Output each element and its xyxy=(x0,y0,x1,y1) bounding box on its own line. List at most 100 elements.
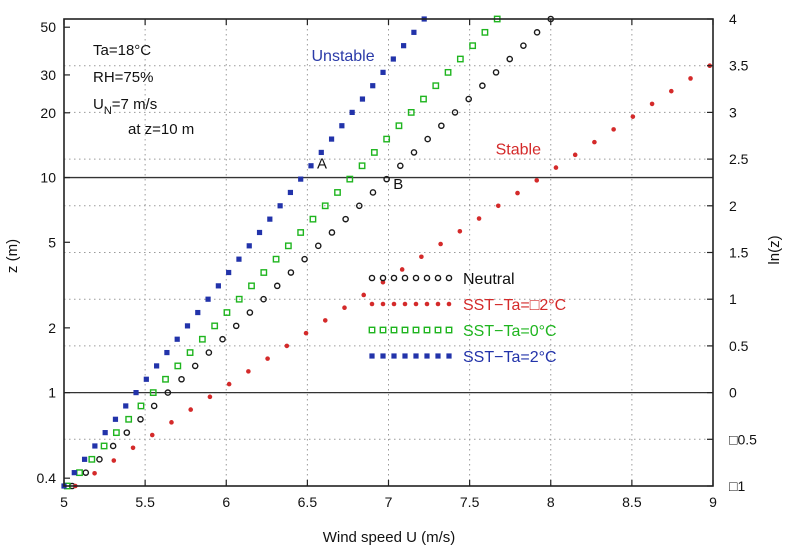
data-point xyxy=(359,96,366,102)
data-point xyxy=(572,152,578,158)
data-point xyxy=(123,429,131,436)
data-point xyxy=(265,356,270,361)
data-point xyxy=(322,318,328,323)
data-point xyxy=(411,29,417,35)
annotation-text: Ta=18°C xyxy=(93,42,151,59)
data-point xyxy=(188,407,194,412)
data-point xyxy=(297,229,305,236)
data-point xyxy=(479,82,486,90)
legend-marker xyxy=(402,353,408,359)
data-point xyxy=(164,389,172,396)
data-point xyxy=(444,68,452,76)
data-point xyxy=(267,216,273,222)
data-point xyxy=(256,229,263,236)
data-point xyxy=(284,242,292,250)
data-point xyxy=(342,215,349,223)
data-point xyxy=(390,56,396,62)
data-point xyxy=(82,469,90,476)
data-point xyxy=(76,469,83,477)
data-point xyxy=(424,135,431,143)
y2-tick-label: 2.5 xyxy=(729,151,749,167)
legend-marker xyxy=(445,326,453,334)
data-point xyxy=(226,269,232,276)
y2-tick-label: 3.5 xyxy=(729,58,749,74)
legend-marker xyxy=(445,274,453,282)
data-point xyxy=(223,309,231,316)
series-sst-ta-2-c xyxy=(61,16,427,489)
y-tick-label: 1 xyxy=(48,385,56,401)
data-point xyxy=(438,122,445,130)
y-tick-label: 50 xyxy=(40,19,56,35)
data-point xyxy=(301,255,308,263)
data-point xyxy=(401,43,407,49)
legend-marker xyxy=(380,353,386,359)
data-point xyxy=(174,362,182,370)
y-tick-label: 20 xyxy=(40,105,56,121)
data-point xyxy=(162,375,169,383)
series-label: Stable xyxy=(496,141,541,158)
data-point xyxy=(81,456,88,462)
data-point xyxy=(318,149,324,156)
data-point xyxy=(246,243,252,249)
x-axis-ticks: 5 5.5 6 6.5 7 7.5 8 8.5 9 xyxy=(60,19,717,510)
y2-tick-label: □0.5 xyxy=(729,431,757,447)
data-point xyxy=(71,470,77,476)
legend-marker xyxy=(435,353,441,359)
data-point xyxy=(533,29,541,36)
data-point xyxy=(649,101,655,107)
data-point xyxy=(215,283,221,289)
data-point xyxy=(395,122,403,130)
y-axis-title: z (m) xyxy=(4,239,21,273)
data-point xyxy=(451,109,459,116)
data-point xyxy=(154,363,160,369)
data-point xyxy=(476,216,482,221)
x-tick-label: 6 xyxy=(222,494,230,510)
data-point xyxy=(314,242,322,250)
data-point xyxy=(198,335,206,343)
data-point xyxy=(143,376,149,382)
annotation-text: UN=7 m/s xyxy=(93,96,157,117)
x-axis-title: Wind speed U (m/s) xyxy=(323,529,456,546)
legend-marker xyxy=(413,353,419,359)
data-point xyxy=(369,189,377,196)
legend-marker xyxy=(401,326,409,334)
legend-entry: SST−Ta=□2°C xyxy=(369,297,566,314)
legend-marker xyxy=(434,326,442,334)
x-tick-label: 7 xyxy=(385,494,393,510)
data-point xyxy=(611,127,616,132)
data-point xyxy=(383,135,391,143)
legend-marker xyxy=(369,301,375,307)
x-tick-label: 5.5 xyxy=(135,494,155,510)
legend-marker xyxy=(423,326,431,334)
data-point xyxy=(370,83,376,89)
series-neutral xyxy=(68,15,555,490)
data-point xyxy=(287,269,295,276)
data-point xyxy=(112,429,120,437)
data-point xyxy=(342,305,347,310)
data-point xyxy=(272,255,280,263)
data-point xyxy=(419,254,424,260)
data-point xyxy=(328,136,335,142)
legend-label: Neutral xyxy=(463,271,515,288)
data-point xyxy=(321,202,329,210)
data-point xyxy=(339,123,345,129)
legend-marker xyxy=(402,301,408,307)
data-point xyxy=(688,76,693,81)
data-point xyxy=(273,282,281,290)
data-point xyxy=(236,256,242,262)
data-point xyxy=(284,343,290,349)
grid xyxy=(64,19,713,486)
annotation-text: RH=75% xyxy=(93,69,153,86)
data-point xyxy=(226,381,232,387)
data-point xyxy=(235,295,243,303)
data-point xyxy=(130,445,136,451)
y-tick-label: 30 xyxy=(40,67,56,83)
data-point xyxy=(178,375,185,383)
legend-label: SST−Ta=2°C xyxy=(463,349,557,366)
data-point xyxy=(309,215,317,223)
data-point xyxy=(111,458,117,463)
legend-label: SST−Ta=□2°C xyxy=(463,297,566,314)
data-point xyxy=(232,322,240,330)
legend-marker xyxy=(380,301,386,307)
data-point xyxy=(92,470,97,476)
